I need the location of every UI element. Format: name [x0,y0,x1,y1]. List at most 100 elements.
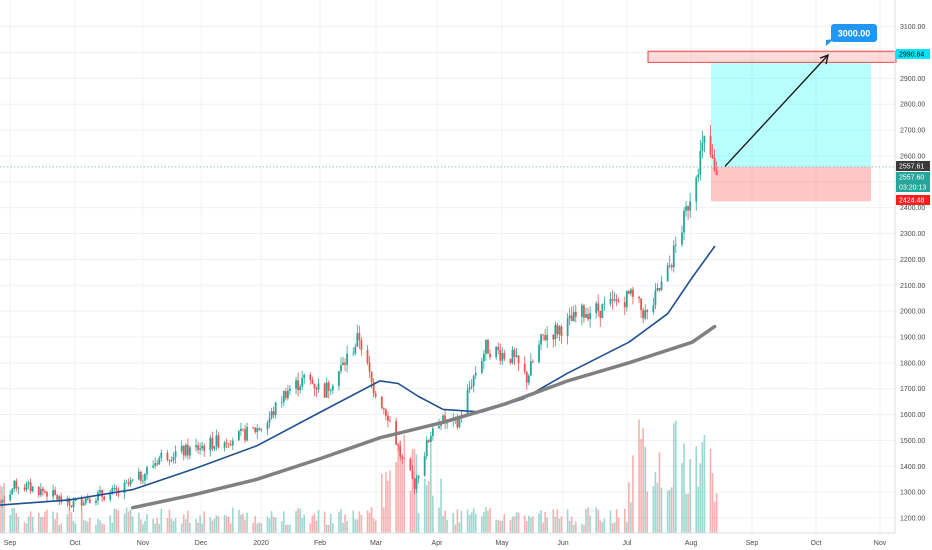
volume-bar [125,507,128,533]
candle-body [595,303,598,314]
volume-bar [270,510,273,533]
volume-bar [640,438,642,533]
y-tick-label: 2700.00 [900,128,925,135]
chart-drawings[interactable]: 3000.00 [0,24,895,168]
candle-body [209,437,212,451]
volume-bar [452,512,455,533]
candle-body [180,445,183,452]
volume-bar [570,516,573,533]
candle-body [97,492,99,501]
x-tick-label: Feb [314,540,326,547]
candle-body [380,396,383,409]
candle-body [227,443,230,445]
volume-bar [170,518,173,533]
candle-body [309,374,312,380]
volume-bar [223,514,226,533]
volume-bar [525,520,528,533]
volume-bar [329,514,332,533]
volume-bar [368,512,371,533]
volume-bar [446,520,448,533]
candle-body [39,488,42,496]
volume-bar [285,524,287,533]
x-tick-label: 2020 [253,540,269,547]
volume-bar [685,493,687,533]
volume-bar [156,517,159,533]
volume-bar [40,517,42,533]
volume-bar [601,521,604,533]
candle-body [503,352,506,359]
volume-bar [711,473,714,533]
volume-bar [372,518,375,533]
candle-body [37,486,40,496]
candle-body [317,383,320,390]
volume-bar [211,520,214,533]
candle-body [599,310,602,319]
volume-bar [513,516,516,533]
volume-bar [180,523,183,533]
arrow-head-icon [819,53,829,65]
volume-bar [274,517,277,533]
candle-body [25,483,28,490]
volume-bar [23,522,26,533]
candle-body [685,206,687,211]
x-tick-label: Nov [874,540,887,547]
volume-bar [425,484,428,533]
volume-bar [409,490,412,533]
price-tag-label: 2990.64 [899,52,924,59]
candle-body [295,380,297,389]
volume-bar [652,486,655,533]
candle-body [254,427,257,433]
candle-body [137,471,140,480]
x-tick-label: Nov [137,540,150,547]
volume-bar [160,508,163,533]
volume-bar [37,512,40,533]
y-tick-label: 2000.00 [900,309,925,316]
volume-bar [140,519,142,533]
candle-body [15,480,18,489]
volume-bar [217,516,220,533]
volume-bar [675,420,677,533]
candle-body [115,488,118,491]
volume-bar [299,508,301,533]
volume-bar [66,514,69,533]
volume-bar [595,507,597,533]
target-callout-label: 3000.00 [838,29,871,39]
volume-bar [301,518,303,533]
candle-body [139,471,142,481]
y-tick-label: 2600.00 [900,153,925,160]
candle-body [266,422,269,430]
candle-body [560,326,563,336]
candle-body [660,281,663,291]
candle-body [342,362,344,366]
volume-bar [689,459,691,533]
candle-body [111,488,114,493]
volume-bar [374,520,377,533]
candle-body [166,452,169,461]
candle-body [666,265,669,282]
volume-bar [303,514,306,533]
candle-body [527,375,530,383]
candle-body [88,499,91,503]
candle-body [374,393,377,397]
volume-bar [583,524,585,533]
volume-bar [86,522,89,533]
volume-bar [323,511,326,533]
y-tick-label: 2900.00 [900,76,925,83]
position-zones[interactable] [647,50,897,202]
candle-body [382,408,385,410]
candle-body [413,478,416,489]
candle-body [427,440,430,443]
candle-body [237,430,240,441]
volume-bar [695,446,698,533]
candle-body [529,361,532,376]
volume-bar [332,523,334,533]
candle-body [303,374,306,378]
candle-body [123,482,126,494]
volume-bar [411,449,414,533]
x-tick-label: May [495,540,509,547]
volume-bar [556,509,559,533]
candle-body [570,315,573,322]
candle-body [603,303,606,305]
volume-bar [327,524,330,533]
